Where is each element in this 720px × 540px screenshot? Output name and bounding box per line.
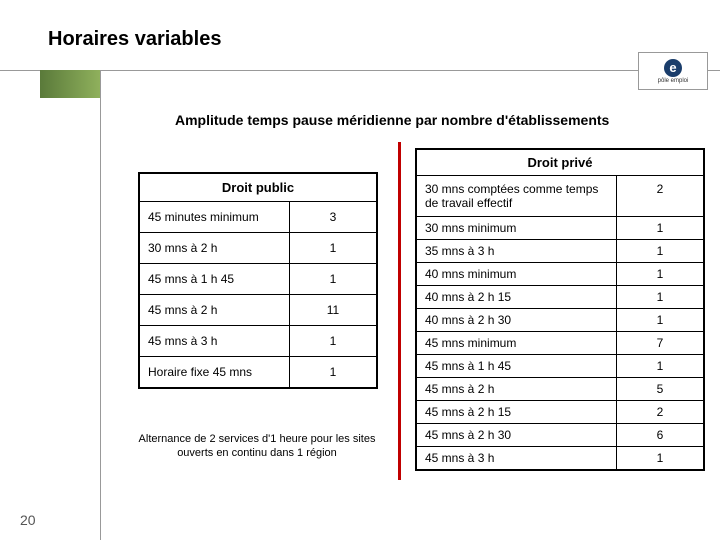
table-row: 45 mns à 2 h5: [417, 377, 703, 400]
right-table-header: Droit privé: [417, 150, 703, 176]
row-label: 40 mns minimum: [417, 263, 617, 285]
row-value: 11: [290, 295, 376, 325]
row-label: 45 mns minimum: [417, 332, 617, 354]
row-value: 6: [617, 424, 703, 446]
row-label: 45 mns à 1 h 45: [417, 355, 617, 377]
row-value: 2: [617, 401, 703, 423]
page-number: 20: [20, 512, 36, 528]
row-value: 1: [617, 355, 703, 377]
table-row: 35 mns à 3 h1: [417, 239, 703, 262]
row-label: 45 mns à 3 h: [140, 326, 290, 356]
row-label: Horaire fixe 45 mns: [140, 357, 290, 387]
row-label: 45 mns à 2 h: [140, 295, 290, 325]
accent-gradient: [40, 70, 100, 98]
row-label: 45 mns à 1 h 45: [140, 264, 290, 294]
row-value: 1: [617, 240, 703, 262]
row-label: 40 mns à 2 h 15: [417, 286, 617, 308]
subtitle: Amplitude temps pause méridienne par nom…: [175, 112, 609, 128]
row-label: 45 mns à 2 h 15: [417, 401, 617, 423]
row-value: 3: [290, 202, 376, 232]
table-row: 45 mns à 2 h11: [140, 294, 376, 325]
row-value: 1: [617, 309, 703, 331]
page-title: Horaires variables: [48, 28, 221, 51]
row-label: 45 minutes minimum: [140, 202, 290, 232]
right-table: Droit privé 30 mns comptées comme temps …: [415, 148, 705, 471]
logo: e pôle emploi: [638, 52, 708, 90]
row-value: 1: [617, 447, 703, 469]
table-row: 40 mns minimum1: [417, 262, 703, 285]
table-row: Horaire fixe 45 mns1: [140, 356, 376, 387]
row-label: 30 mns comptées comme temps de travail e…: [417, 176, 617, 216]
row-label: 30 mns minimum: [417, 217, 617, 239]
table-row: 45 mns à 2 h 306: [417, 423, 703, 446]
left-table-header: Droit public: [140, 174, 376, 202]
row-value: 1: [290, 233, 376, 263]
row-value: 1: [290, 264, 376, 294]
table-row: 30 mns à 2 h1: [140, 232, 376, 263]
row-label: 45 mns à 2 h: [417, 378, 617, 400]
row-value: 1: [290, 357, 376, 387]
table-row: 45 mns minimum7: [417, 331, 703, 354]
row-label: 30 mns à 2 h: [140, 233, 290, 263]
logo-label: pôle emploi: [658, 78, 689, 84]
row-value: 1: [617, 217, 703, 239]
row-value: 5: [617, 378, 703, 400]
note-text: Alternance de 2 services d'1 heure pour …: [122, 432, 392, 461]
table-row: 45 mns à 3 h1: [140, 325, 376, 356]
row-label: 45 mns à 3 h: [417, 447, 617, 469]
table-row: 40 mns à 2 h 151: [417, 285, 703, 308]
row-value: 1: [290, 326, 376, 356]
table-row: 45 mns à 2 h 152: [417, 400, 703, 423]
table-row: 45 mns à 3 h1: [417, 446, 703, 469]
row-label: 40 mns à 2 h 30: [417, 309, 617, 331]
table-row: 45 mns à 1 h 451: [417, 354, 703, 377]
table-row: 30 mns comptées comme temps de travail e…: [417, 176, 703, 216]
table-row: 40 mns à 2 h 301: [417, 308, 703, 331]
table-row: 30 mns minimum1: [417, 216, 703, 239]
row-value: 7: [617, 332, 703, 354]
row-value: 1: [617, 263, 703, 285]
logo-icon: e: [664, 59, 682, 77]
row-value: 2: [617, 176, 703, 216]
row-value: 1: [617, 286, 703, 308]
left-table: Droit public 45 minutes minimum330 mns à…: [138, 172, 378, 389]
row-label: 45 mns à 2 h 30: [417, 424, 617, 446]
header-divider: [0, 70, 720, 71]
table-row: 45 minutes minimum3: [140, 202, 376, 232]
table-row: 45 mns à 1 h 451: [140, 263, 376, 294]
row-label: 35 mns à 3 h: [417, 240, 617, 262]
center-divider: [398, 142, 401, 480]
sidebar-divider: [100, 70, 101, 540]
